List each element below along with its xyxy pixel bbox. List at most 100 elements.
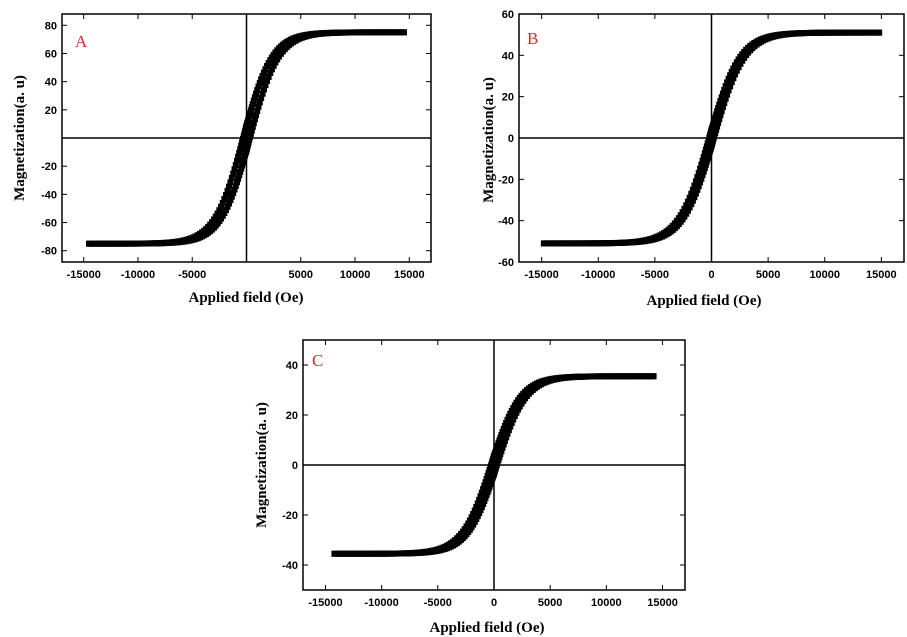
data-point	[575, 240, 582, 247]
data-point	[344, 550, 351, 557]
data-point	[255, 103, 262, 110]
data-point	[554, 240, 561, 247]
data-point	[466, 517, 473, 524]
data-point	[259, 90, 266, 97]
data-point	[699, 172, 706, 179]
data-point	[694, 186, 701, 193]
data-point	[248, 104, 255, 111]
x-tick-label: -5000	[641, 269, 669, 281]
y-tick-label: 20	[502, 92, 514, 104]
data-point	[732, 71, 739, 78]
data-point	[698, 161, 705, 168]
data-point	[701, 150, 708, 157]
data-point	[364, 550, 371, 557]
data-point	[715, 104, 722, 111]
data-point	[239, 139, 246, 146]
x-tick-label: 10000	[591, 597, 622, 609]
data-point	[605, 373, 612, 380]
data-point	[637, 373, 644, 380]
data-point	[124, 240, 131, 247]
x-tick-label: -15000	[525, 269, 559, 281]
data-point	[727, 83, 734, 90]
data-point	[822, 29, 829, 36]
data-point	[691, 182, 698, 189]
data-point	[481, 482, 488, 489]
x-tick-label: 0	[491, 597, 497, 609]
data-point	[221, 196, 228, 203]
data-point	[351, 550, 358, 557]
data-point	[725, 87, 732, 94]
data-point	[571, 240, 578, 247]
data-point	[247, 130, 254, 137]
data-point	[251, 94, 258, 101]
data-point	[258, 95, 265, 102]
data-point	[368, 29, 375, 36]
data-point	[813, 29, 820, 36]
data-point	[253, 90, 260, 97]
y-tick-label: 20	[286, 410, 298, 422]
data-point	[214, 210, 221, 217]
data-point	[600, 240, 607, 247]
data-point	[397, 29, 404, 36]
data-point	[721, 100, 728, 107]
data-point	[825, 29, 832, 36]
data-point	[102, 240, 109, 247]
data-point	[578, 240, 585, 247]
data-point	[686, 204, 693, 211]
data-point	[272, 59, 279, 66]
data-point	[724, 91, 731, 98]
data-point	[231, 166, 238, 173]
data-point	[357, 550, 364, 557]
data-point	[222, 206, 229, 213]
data-point	[688, 201, 695, 208]
data-point	[716, 116, 723, 123]
data-point	[250, 97, 257, 104]
data-point	[679, 209, 686, 216]
data-point	[112, 240, 119, 247]
x-axis-title: Applied field (Oe)	[647, 293, 762, 309]
data-point	[719, 90, 726, 97]
x-tick-label: -10000	[365, 597, 399, 609]
y-tick-label: 0	[508, 133, 514, 145]
panel-label: B	[527, 29, 538, 48]
data-point	[500, 441, 507, 448]
data-point	[551, 240, 558, 247]
data-point	[835, 29, 842, 36]
data-point	[371, 29, 378, 36]
data-point	[264, 77, 271, 84]
data-point	[695, 169, 702, 176]
data-point	[255, 83, 262, 90]
data-point	[338, 550, 345, 557]
data-point	[105, 240, 112, 247]
data-point	[381, 29, 388, 36]
data-point	[400, 29, 407, 36]
data-point	[226, 200, 233, 207]
data-point	[513, 409, 520, 416]
y-tick-label: -40	[41, 189, 57, 201]
chart-panel-c: -15000 -10000 -5000 0 5000 10000 15000 40 20 0 -20…	[254, 339, 686, 636]
y-tick-label: -20	[41, 161, 57, 173]
data-point	[228, 174, 235, 181]
data-point	[256, 79, 263, 86]
y-tick-label: 40	[286, 360, 298, 372]
data-point	[735, 64, 742, 71]
data-point	[714, 123, 721, 130]
y-tick-label: 0	[292, 460, 298, 472]
panel-label: C	[312, 351, 323, 370]
data-point	[227, 197, 234, 204]
data-point	[89, 240, 96, 247]
data-point	[354, 550, 361, 557]
data-point	[476, 496, 483, 503]
data-point	[228, 193, 235, 200]
data-point	[561, 240, 568, 247]
data-point	[568, 240, 575, 247]
panel-label: A	[75, 32, 88, 51]
data-point	[367, 550, 374, 557]
data-point	[497, 451, 504, 458]
data-point	[471, 507, 478, 514]
data-point	[684, 198, 691, 205]
data-point	[478, 489, 485, 496]
data-point	[233, 157, 240, 164]
data-point	[838, 29, 845, 36]
